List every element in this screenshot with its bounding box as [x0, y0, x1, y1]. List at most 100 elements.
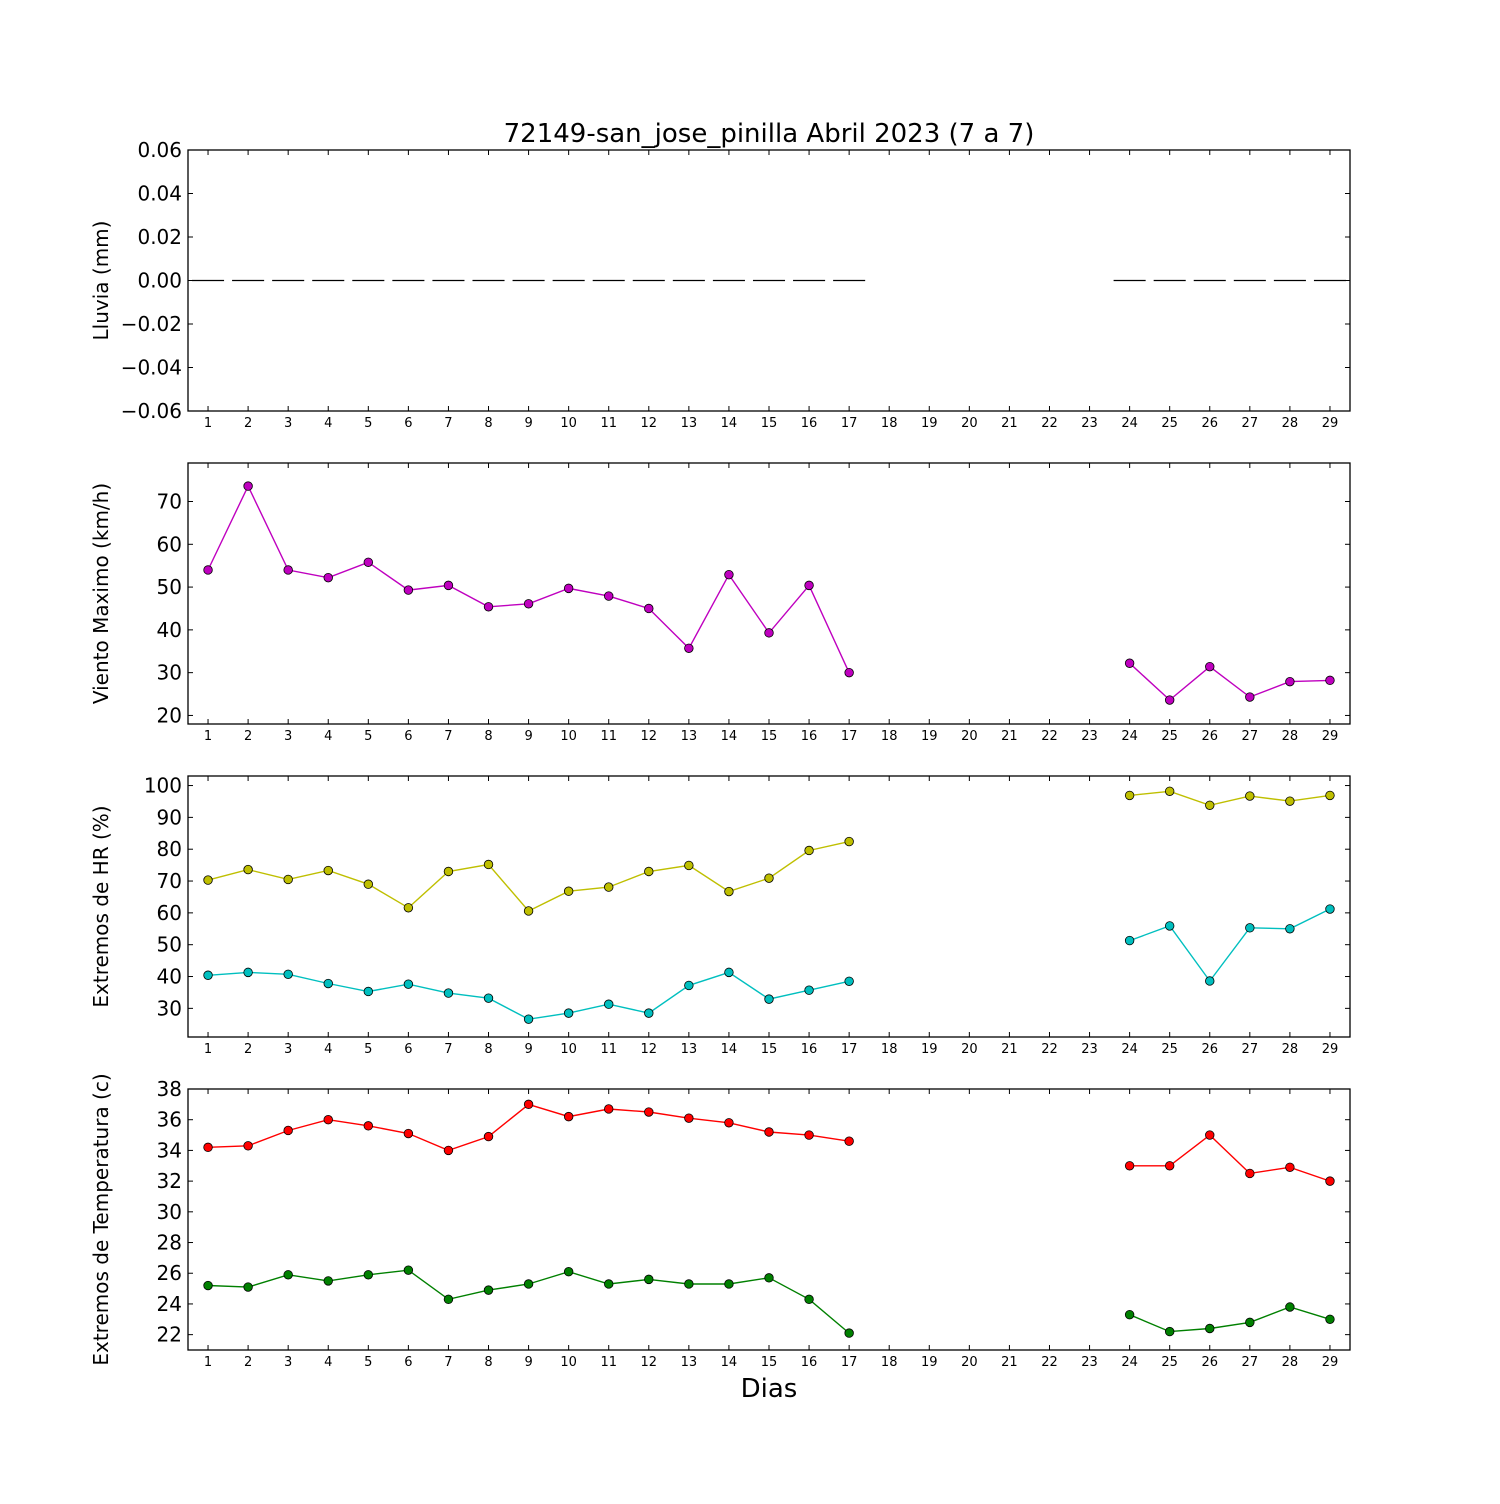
x-tick-label: 29: [1322, 729, 1339, 744]
data-point-viento: [203, 565, 213, 575]
x-tick-label: 19: [921, 729, 938, 744]
x-tick-label: 24: [1121, 1355, 1138, 1370]
y-tick-label: 40: [157, 618, 182, 642]
x-tick-label: 5: [364, 1042, 372, 1057]
data-point-hr-min: [243, 967, 253, 978]
x-tick-label: 9: [524, 1042, 532, 1057]
y-tick-label: 36: [157, 1108, 182, 1132]
data-point-temp-max: [644, 1107, 654, 1117]
x-tick-label: 28: [1282, 1355, 1299, 1370]
data-point-hr-min: [1325, 904, 1335, 914]
x-tick-label: 19: [921, 416, 938, 431]
data-point-temp-min: [523, 1279, 534, 1289]
x-tick-label: 23: [1081, 1042, 1098, 1057]
data-point-temp-max: [443, 1145, 454, 1156]
data-point-hr-min: [1205, 976, 1215, 986]
data-point-hr-max: [844, 836, 854, 847]
x-tick-label: 6: [404, 416, 412, 431]
data-point-temp-min: [363, 1270, 374, 1280]
y-tick-label: 20: [157, 703, 182, 727]
x-tick-label: 6: [404, 1042, 412, 1057]
data-point-temp-min: [483, 1285, 494, 1295]
x-tick-label: 14: [721, 1042, 738, 1057]
x-tick-label: 12: [641, 1355, 658, 1370]
x-tick-label: 17: [841, 729, 858, 744]
x-tick-label: 2: [244, 1355, 252, 1370]
x-tick-label: 2: [244, 416, 252, 431]
data-point-hr-max: [804, 845, 814, 856]
data-point-hr-min: [1124, 935, 1135, 946]
x-tick-label: 7: [444, 416, 452, 431]
x-tick-label: 22: [1041, 729, 1058, 744]
y-axis-label: Lluvia (mm): [89, 221, 113, 341]
x-tick-label: 20: [961, 416, 978, 431]
x-tick-label: 28: [1282, 416, 1299, 431]
data-point-temp-min: [764, 1273, 774, 1283]
data-point-hr-max: [724, 886, 734, 897]
x-tick-label: 7: [444, 729, 452, 744]
data-point-hr-max: [243, 864, 253, 875]
x-tick-label: 19: [921, 1042, 938, 1057]
x-tick-label: 9: [524, 416, 532, 431]
data-point-hr-min: [724, 967, 734, 978]
data-point-hr-min: [804, 985, 814, 995]
data-point-viento: [403, 585, 414, 595]
x-tick-label: 25: [1161, 1355, 1178, 1370]
x-tick-label: 15: [761, 416, 778, 431]
data-point-hr-min: [844, 976, 854, 986]
data-point-viento: [764, 628, 774, 638]
data-point-viento: [1205, 661, 1215, 672]
data-point-temp-max: [283, 1125, 293, 1136]
y-tick-label: 30: [157, 1200, 182, 1224]
x-tick-label: 21: [1001, 416, 1018, 431]
plot-frame: [187, 149, 1351, 412]
data-point-temp-min: [563, 1266, 574, 1277]
y-tick-label: 90: [157, 805, 182, 829]
x-tick-label: 29: [1322, 1042, 1339, 1057]
data-point-hr-min: [684, 980, 694, 991]
x-tick-label: 8: [484, 416, 492, 431]
data-point-hr-min: [764, 994, 774, 1004]
data-point-temp-max: [844, 1136, 854, 1146]
plot-frame: [187, 775, 1351, 1038]
data-point-temp-min: [644, 1274, 654, 1285]
chart-title: 72149-san_jose_pinilla Abril 2023 (7 a 7…: [504, 119, 1035, 149]
y-tick-label: 34: [157, 1138, 182, 1162]
data-point-temp-min: [1325, 1314, 1335, 1324]
data-point-viento: [483, 602, 494, 612]
data-point-temp-min: [724, 1279, 734, 1289]
data-point-viento: [243, 481, 253, 491]
x-tick-label: 12: [641, 729, 658, 744]
x-tick-label: 25: [1161, 1042, 1178, 1057]
x-tick-label: 27: [1242, 1355, 1259, 1370]
data-point-hr-min: [644, 1008, 654, 1018]
x-tick-label: 23: [1081, 729, 1098, 744]
data-point-temp-max: [1205, 1130, 1215, 1140]
x-tick-label: 2: [244, 729, 252, 744]
data-point-hr-max: [523, 906, 534, 916]
data-point-temp-min: [804, 1294, 814, 1305]
data-point-temp-min: [1205, 1323, 1215, 1334]
y-tick-label: 26: [157, 1261, 182, 1285]
data-point-hr-max: [764, 873, 774, 883]
x-tick-label: 10: [560, 416, 577, 431]
data-point-hr-min: [203, 970, 213, 980]
data-point-hr-max: [363, 879, 374, 889]
x-tick-label: 26: [1201, 729, 1218, 744]
x-tick-label: 14: [721, 1355, 738, 1370]
x-tick-label: 15: [761, 1042, 778, 1057]
x-tick-label: 20: [961, 1042, 978, 1057]
data-point-temp-min: [243, 1282, 253, 1292]
data-point-temp-max: [323, 1115, 333, 1125]
data-point-hr-max: [283, 874, 293, 885]
data-point-viento: [724, 569, 734, 580]
x-tick-label: 16: [801, 729, 818, 744]
data-point-temp-min: [684, 1279, 694, 1289]
data-point-temp-min: [1164, 1326, 1175, 1337]
x-tick-label: 26: [1201, 1355, 1218, 1370]
x-tick-label: 12: [641, 1042, 658, 1057]
data-point-viento: [283, 565, 293, 575]
x-tick-label: 23: [1081, 1355, 1098, 1370]
x-tick-label: 17: [841, 416, 858, 431]
